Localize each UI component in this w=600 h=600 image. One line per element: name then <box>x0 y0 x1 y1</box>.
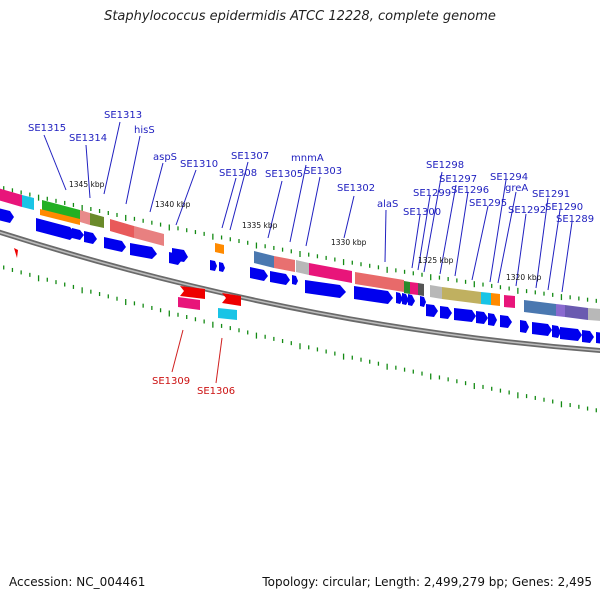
kbp-tick-1340: 1340 kbp <box>155 200 191 209</box>
gene-label[interactable]: SE1299 <box>413 188 451 199</box>
gene-label[interactable]: SE1306 <box>197 386 235 397</box>
gene-label[interactable]: SE1291 <box>532 189 570 200</box>
gene-label[interactable]: SE1314 <box>69 133 107 144</box>
map-title: Staphylococcus epidermidis ATCC 12228, c… <box>104 9 496 24</box>
kbp-tick-1320: 1320 kbp <box>506 273 542 282</box>
gene-label[interactable]: SE1303 <box>304 166 342 177</box>
gene-label[interactable]: SE1300 <box>403 207 441 218</box>
gene-label[interactable]: SE1295 <box>469 198 507 209</box>
gene-label[interactable]: SE1298 <box>426 160 464 171</box>
gene-labels-forward: SE1315 SE1314 SE1313 hisS aspS SE1310 SE… <box>28 110 594 225</box>
gene-label[interactable]: hisS <box>134 125 155 136</box>
feature-band <box>0 188 600 321</box>
gene-label[interactable]: SE1305 <box>265 169 303 180</box>
gene-label[interactable]: greA <box>505 183 528 194</box>
reverse-cds-arrows <box>14 248 241 306</box>
gene-label[interactable]: SE1292 <box>508 205 546 216</box>
kbp-tick-1330: 1330 kbp <box>331 238 367 247</box>
gene-label[interactable]: SE1308 <box>219 168 257 179</box>
inner-tick-ring <box>3 265 597 413</box>
gene-labels-reverse: SE1309 SE1306 <box>152 376 235 397</box>
gene-label[interactable]: mnmA <box>291 153 324 164</box>
gene-label[interactable]: aspS <box>153 152 177 163</box>
gene-label[interactable]: SE1296 <box>451 185 489 196</box>
kbp-tick-1335: 1335 kbp <box>242 221 278 230</box>
gene-label[interactable]: SE1315 <box>28 123 66 134</box>
gene-label[interactable]: SE1310 <box>180 159 218 170</box>
gene-label[interactable]: SE1290 <box>545 202 583 213</box>
outer-tick-ring <box>3 186 597 303</box>
topology-text: Topology: circular; Length: 2,499,279 bp… <box>262 575 592 589</box>
gene-label[interactable]: SE1289 <box>556 214 594 225</box>
kbp-tick-1345: 1345 kbp <box>69 180 105 189</box>
gene-label[interactable]: SE1313 <box>104 110 142 121</box>
gene-label[interactable]: SE1309 <box>152 376 190 387</box>
leader-lines-reverse <box>171 329 223 384</box>
gene-label[interactable]: SE1302 <box>337 183 375 194</box>
accession-text: Accession: NC_004461 <box>9 575 146 589</box>
gene-label[interactable]: SE1307 <box>231 151 269 162</box>
leader-lines <box>43 121 573 293</box>
gene-label[interactable]: SE1294 <box>490 172 528 183</box>
kbp-tick-1325: 1325 kbp <box>418 256 454 265</box>
gene-label[interactable]: alaS <box>377 199 398 210</box>
gene-label[interactable]: SE1297 <box>439 174 477 185</box>
forward-cds-arrows <box>0 208 600 344</box>
genome-backbone <box>0 229 600 354</box>
